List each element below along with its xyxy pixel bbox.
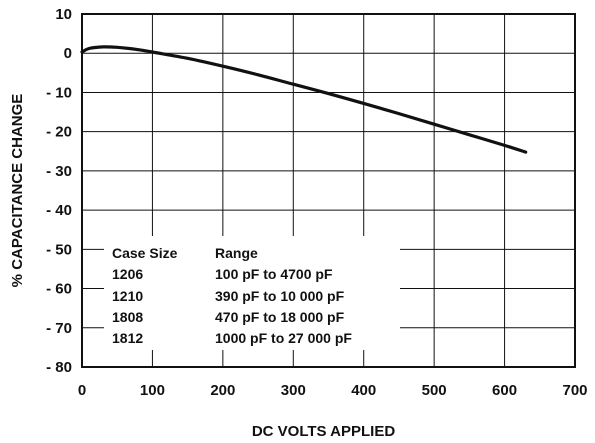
x-tick-label: 300	[281, 382, 306, 399]
series-group	[80, 45, 528, 154]
x-tick-label: 700	[562, 382, 587, 399]
table-header-case-size: Case Size	[112, 245, 178, 261]
x-tick-label: 100	[140, 382, 165, 399]
table-cell-case: 1812	[112, 330, 143, 346]
y-tick-label: - 60	[46, 281, 72, 298]
table-header-range: Range	[215, 245, 258, 261]
table-cell-range: 390 pF to 10 000 pF	[215, 288, 345, 304]
y-tick-label: - 40	[46, 202, 72, 219]
y-tick-label: - 80	[46, 359, 72, 376]
x-tick-label: 200	[210, 382, 235, 399]
table-background	[104, 236, 400, 350]
table-cell-range: 1000 pF to 27 000 pF	[215, 330, 352, 346]
x-tick-label: 600	[492, 382, 517, 399]
y-tick-label: 0	[64, 45, 72, 62]
table-cell-case: 1210	[112, 288, 143, 304]
x-axis-label: DC VOLTS APPLIED	[252, 423, 396, 440]
y-tick-label: 10	[55, 6, 72, 23]
x-tick-label: 0	[78, 382, 86, 399]
x-tick-label: 400	[351, 382, 376, 399]
y-tick-label: - 20	[46, 124, 72, 141]
y-tick-label: - 50	[46, 241, 72, 258]
y-axis-label: % CAPACITANCE CHANGE	[9, 94, 26, 288]
series-line	[80, 45, 528, 154]
table-cell-case: 1206	[112, 266, 143, 282]
y-tick-labels: 10 0 - 10 - 20 - 30 - 40 - 50 - 60 - 70 - 80	[46, 6, 72, 376]
table-cell-range: 470 pF to 18 000 pF	[215, 309, 345, 325]
y-tick-label: - 30	[46, 163, 72, 180]
table-cell-case: 1808	[112, 309, 143, 325]
x-tick-label: 500	[422, 382, 447, 399]
plot-frame	[81, 13, 576, 368]
y-tick-label: - 70	[46, 320, 72, 337]
x-tick-labels: 0 100 200 300 400 500 600 700	[78, 382, 588, 399]
y-tick-label: - 10	[46, 84, 72, 101]
table-cell-range: 100 pF to 4700 pF	[215, 266, 333, 282]
case-size-table: Case Size Range 1206 100 pF to 4700 pF 1…	[104, 236, 400, 350]
